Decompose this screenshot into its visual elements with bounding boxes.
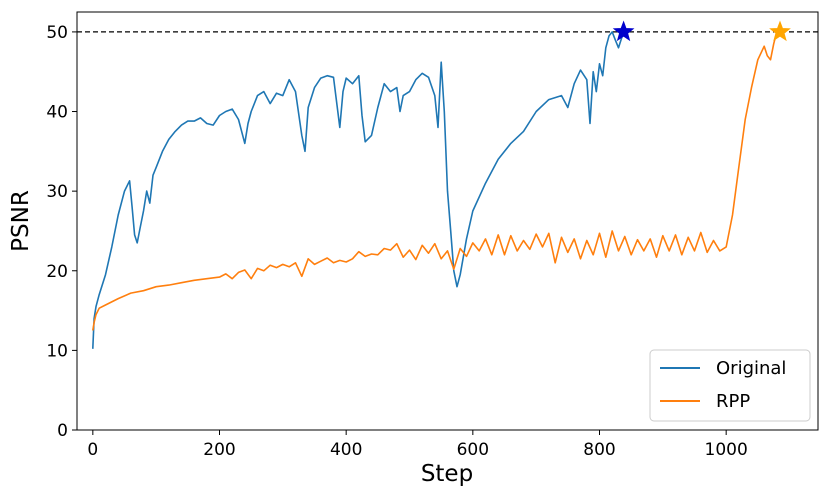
x-axis-title: Step: [421, 461, 473, 487]
plot-area: [76, 11, 819, 431]
x-tick-label: 800: [583, 440, 615, 460]
x-tick-label: 600: [457, 440, 489, 460]
y-tick-label: 30: [46, 182, 68, 202]
y-axis-ticks: 0 10 20 30 40 50: [46, 23, 77, 441]
legend-label-original: Original: [716, 358, 786, 379]
star-markers: [612, 20, 791, 42]
x-tick-label: 1000: [705, 440, 748, 460]
legend-label-rpp: RPP: [716, 391, 750, 412]
y-tick-label: 10: [46, 341, 68, 361]
series-line-original: [92, 31, 625, 349]
star-marker-rpp: [769, 20, 791, 42]
x-tick-label: 200: [203, 440, 235, 460]
star-marker-original: [612, 20, 635, 42]
y-tick-label: 40: [46, 103, 68, 123]
y-tick-label: 0: [57, 421, 68, 441]
legend: Original RPP: [649, 349, 811, 422]
y-tick-label: 20: [46, 262, 68, 282]
plot-frame: [76, 11, 819, 431]
x-axis-ticks: 0 200 400 600 800 1000: [87, 430, 748, 460]
x-tick-label: 0: [87, 440, 98, 460]
x-tick-label: 400: [330, 440, 362, 460]
series-line-rpp: [92, 31, 780, 331]
y-tick-label: 50: [46, 23, 68, 43]
y-axis-title: PSNR: [8, 190, 34, 252]
